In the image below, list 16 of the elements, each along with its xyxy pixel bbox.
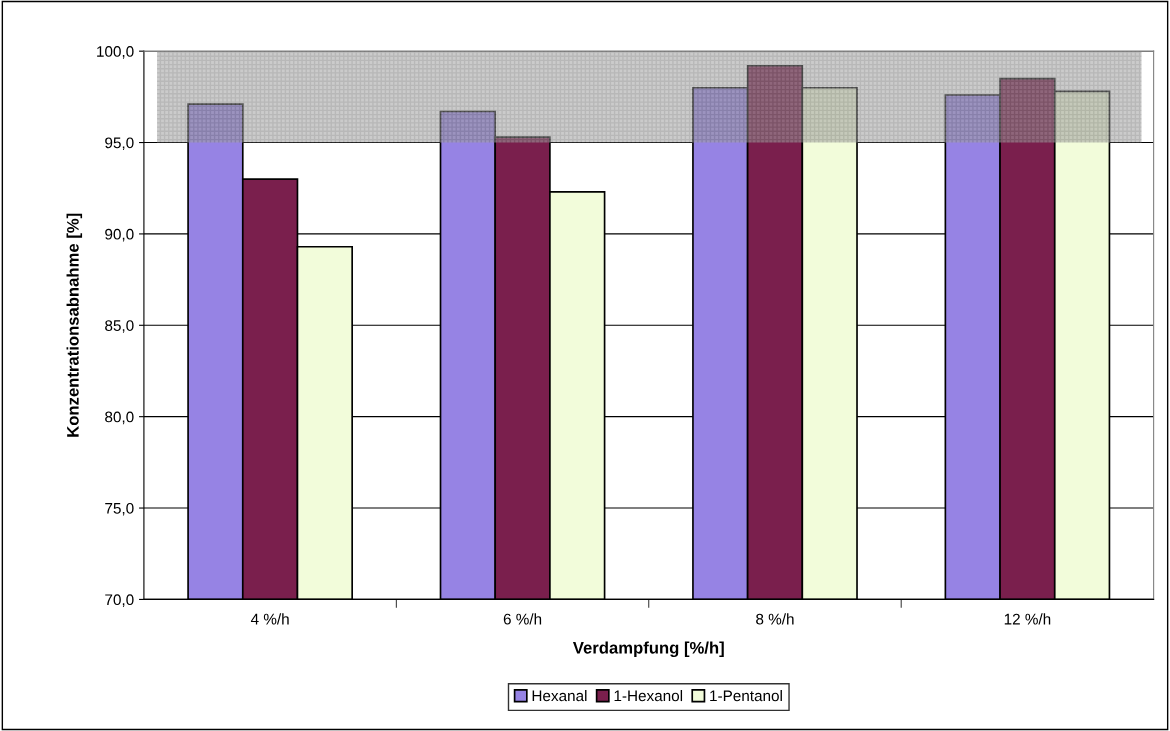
legend-label: 1-Hexanol <box>614 690 683 702</box>
x-axis-title: Verdampfung [%/h] <box>572 641 724 658</box>
y-tick-label: 100,0 <box>97 46 134 59</box>
y-tick-label: 85,0 <box>105 320 134 333</box>
legend-label: 1-Pentanol <box>710 690 782 702</box>
legend-label: Hexanal <box>532 690 587 702</box>
y-tick-label: 80,0 <box>105 411 134 425</box>
y-tick-label: 75,0 <box>105 502 134 516</box>
x-tick-label: 4 %/h <box>250 613 289 625</box>
x-tick-label: 8 %/h <box>756 613 794 625</box>
y-tick-label: 70,0 <box>105 594 134 607</box>
y-tick-label: 90,0 <box>105 228 134 242</box>
y-tick-label: 95,0 <box>105 137 134 151</box>
x-tick-label: 6 %/h <box>503 613 542 625</box>
y-axis-title: Konzentrationsabnahme [%] <box>66 213 83 437</box>
x-tick-label: 12 %/h <box>1004 613 1051 625</box>
